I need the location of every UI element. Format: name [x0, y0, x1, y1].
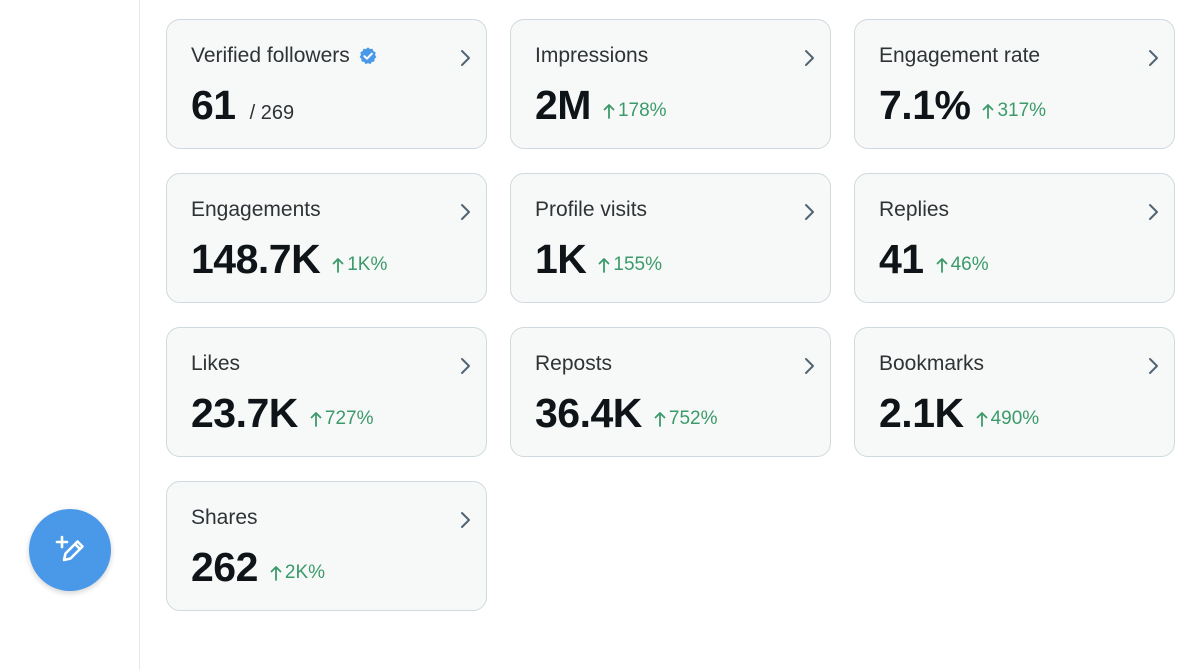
metric-change-value: 490%	[990, 408, 1040, 429]
metric-card-impressions[interactable]: Impressions 2M 178%	[510, 19, 831, 149]
verified-badge-icon	[359, 47, 377, 65]
metric-card-engagement-rate[interactable]: Engagement rate 7.1% 317%	[854, 19, 1175, 149]
metric-value: 1K	[535, 236, 587, 282]
metric-value: 36.4K	[535, 390, 642, 436]
metric-change-value: 2K%	[284, 562, 326, 583]
metric-value: 148.7K	[191, 236, 321, 282]
metric-change: 178%	[603, 100, 667, 122]
metric-label: Likes	[191, 352, 240, 376]
metric-card-engagements[interactable]: Engagements 148.7K 1K%	[166, 173, 487, 303]
metric-label-text: Impressions	[535, 44, 649, 67]
metric-label: Bookmarks	[879, 352, 984, 376]
left-sidebar	[0, 0, 140, 670]
chevron-right-icon	[461, 358, 470, 374]
metric-value-row: 41 46%	[879, 236, 989, 283]
metric-label-text: Reposts	[535, 352, 613, 375]
arrow-up-icon	[270, 566, 282, 581]
metric-value: 2M	[535, 82, 591, 128]
metric-label-text: Shares	[191, 506, 258, 529]
arrow-up-icon	[983, 104, 994, 119]
compose-button[interactable]	[29, 509, 111, 591]
metric-change: 155%	[598, 254, 662, 276]
chevron-right-icon	[1149, 50, 1158, 66]
metric-label-text: Engagements	[191, 198, 321, 221]
metric-value: 262	[191, 544, 258, 590]
metric-change: 490%	[976, 408, 1040, 430]
metric-value-row: 2M 178%	[535, 82, 667, 129]
metric-value-row: 61 / 269	[191, 82, 294, 129]
metric-value: 41	[879, 236, 924, 282]
chevron-right-icon	[805, 358, 814, 374]
metric-label: Impressions	[535, 44, 648, 68]
metric-card-verified-followers[interactable]: Verified followers 61 / 269	[166, 19, 487, 149]
metric-label-text: Profile visits	[535, 198, 648, 221]
metric-label: Verified followers	[191, 44, 378, 68]
metric-label: Reposts	[535, 352, 612, 376]
arrow-up-icon	[332, 258, 344, 273]
metric-change: 46%	[936, 254, 989, 276]
metric-change-value: 1K%	[347, 254, 388, 275]
metric-label: Engagement rate	[879, 44, 1040, 68]
metric-label: Shares	[191, 506, 258, 530]
metric-change: 752%	[654, 408, 718, 430]
metric-card-reposts[interactable]: Reposts 36.4K 752%	[510, 327, 831, 457]
metric-value: 2.1K	[879, 390, 964, 436]
metric-label-text: Verified followers	[191, 44, 350, 67]
metric-value: 23.7K	[191, 390, 298, 436]
metric-value-row: 36.4K 752%	[535, 390, 718, 437]
metric-change-value: 752%	[668, 408, 718, 429]
metric-value-row: 262 2K%	[191, 544, 325, 591]
arrow-up-icon	[654, 412, 666, 427]
arrow-up-icon	[310, 412, 322, 427]
metric-value: 61	[191, 82, 236, 128]
chevron-right-icon	[1149, 358, 1158, 374]
metric-change-value: 727%	[324, 408, 374, 429]
metric-card-shares[interactable]: Shares 262 2K%	[166, 481, 487, 611]
metric-label: Replies	[879, 198, 949, 222]
metric-label-text: Likes	[191, 352, 241, 375]
metric-value-row: 23.7K 727%	[191, 390, 374, 437]
metric-change: 317%	[982, 100, 1046, 122]
metric-label-text: Bookmarks	[879, 352, 985, 375]
metric-change-value: 317%	[997, 100, 1047, 121]
metric-value-row: 7.1% 317%	[879, 82, 1046, 129]
metric-value-row: 148.7K 1K%	[191, 236, 387, 283]
chevron-right-icon	[461, 204, 470, 220]
chevron-right-icon	[805, 50, 814, 66]
metric-change-value: 155%	[613, 254, 663, 275]
metric-card-likes[interactable]: Likes 23.7K 727%	[166, 327, 487, 457]
metric-label-text: Engagement rate	[879, 44, 1041, 67]
metric-change: 1K%	[332, 254, 387, 276]
metrics-grid: Verified followers 61 / 269 Impressions …	[166, 19, 1175, 611]
chevron-right-icon	[805, 204, 814, 220]
metric-card-bookmarks[interactable]: Bookmarks 2.1K 490%	[854, 327, 1175, 457]
metric-value: 7.1%	[879, 82, 971, 128]
arrow-up-icon	[603, 104, 615, 119]
metric-card-replies[interactable]: Replies 41 46%	[854, 173, 1175, 303]
chevron-right-icon	[461, 50, 470, 66]
metric-change: 727%	[310, 408, 374, 430]
metric-card-profile-visits[interactable]: Profile visits 1K 155%	[510, 173, 831, 303]
metric-change-value: 178%	[617, 100, 667, 121]
metric-label: Engagements	[191, 198, 321, 222]
chevron-right-icon	[461, 512, 470, 528]
metric-label: Profile visits	[535, 198, 647, 222]
metric-change: 2K%	[270, 562, 325, 584]
chevron-right-icon	[1149, 204, 1158, 220]
metric-change-value: 46%	[950, 254, 989, 275]
arrow-up-icon	[936, 258, 948, 273]
metric-total: / 269	[249, 102, 295, 124]
metric-value-row: 1K 155%	[535, 236, 662, 283]
metric-value-row: 2.1K 490%	[879, 390, 1039, 437]
arrow-up-icon	[976, 412, 988, 427]
metric-label-text: Replies	[879, 198, 950, 221]
compose-icon	[55, 535, 84, 562]
arrow-up-icon	[599, 258, 610, 273]
